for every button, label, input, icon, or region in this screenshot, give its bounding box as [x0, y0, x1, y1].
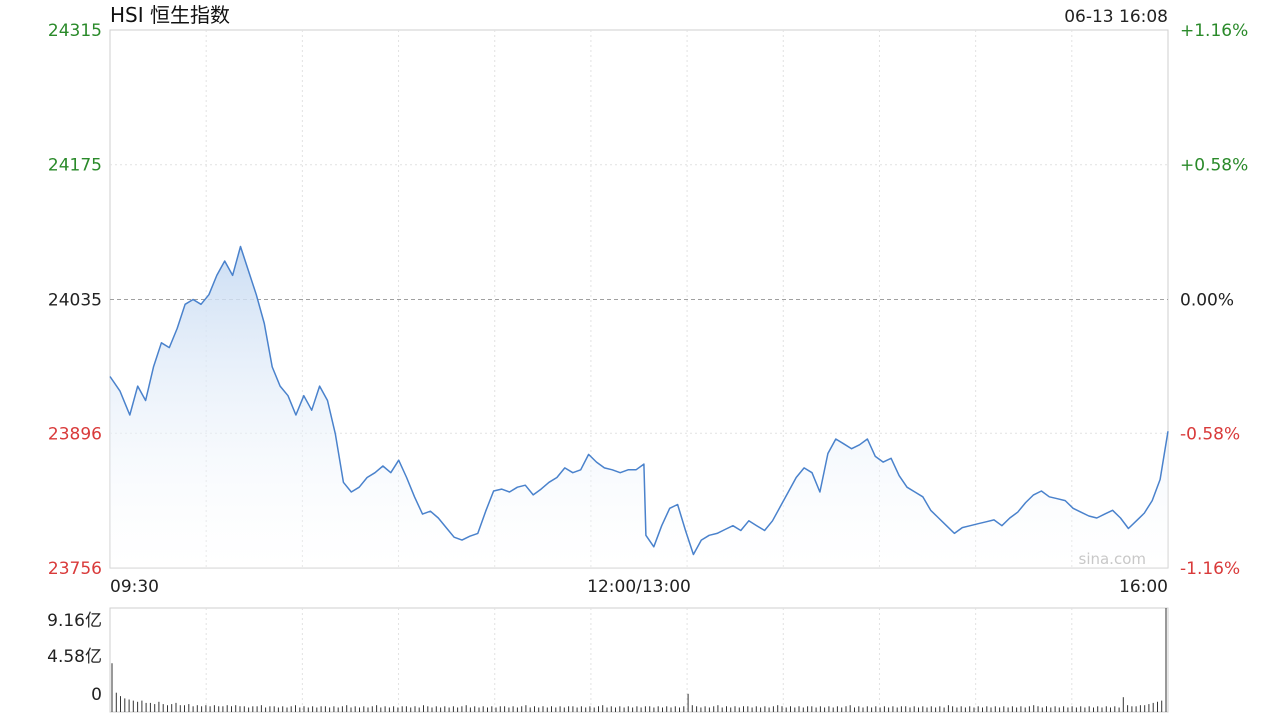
x-tick: 09:30 [110, 577, 159, 597]
price-line [109, 245, 1169, 556]
y-tick-left: 24315 [48, 21, 102, 41]
price-line-layer [109, 245, 1169, 556]
y-tick-right: +1.16% [1180, 21, 1248, 41]
y-tick-left: 23756 [48, 559, 102, 579]
price-area [110, 246, 1168, 568]
x-tick: 16:00 [1119, 577, 1168, 597]
price-area-layer [110, 246, 1168, 568]
volume-bars [111, 608, 1167, 712]
y-tick-right: +0.58% [1180, 156, 1248, 176]
volume-tick: 4.58亿 [47, 647, 102, 667]
x-tick: 12:00/13:00 [587, 577, 691, 597]
y-tick-right: 0.00% [1180, 290, 1234, 310]
timestamp: 06-13 16:08 [1064, 7, 1168, 27]
volume-tick: 9.16亿 [47, 611, 102, 631]
volume-axis: 9.16亿 4.58亿 0 [47, 611, 102, 705]
y-tick-left: 24035 [48, 290, 102, 310]
x-axis: 09:30 12:00/13:00 16:00 [110, 577, 1168, 597]
y-tick-left: 24175 [48, 156, 102, 176]
y-axis-left: 24315 24175 24035 23896 23756 [48, 21, 102, 579]
y-tick-right: -1.16% [1180, 559, 1240, 579]
chart-title: HSI 恒生指数 [110, 3, 230, 27]
watermark: sina.com [1079, 550, 1147, 568]
volume-grid [109, 607, 1169, 713]
volume-frame [109, 607, 1169, 713]
y-tick-right: -0.58% [1180, 424, 1240, 444]
volume-tick: 0 [91, 685, 102, 705]
y-axis-right: +1.16% +0.58% 0.00% -0.58% -1.16% [1180, 21, 1248, 579]
y-tick-left: 23896 [48, 424, 102, 444]
